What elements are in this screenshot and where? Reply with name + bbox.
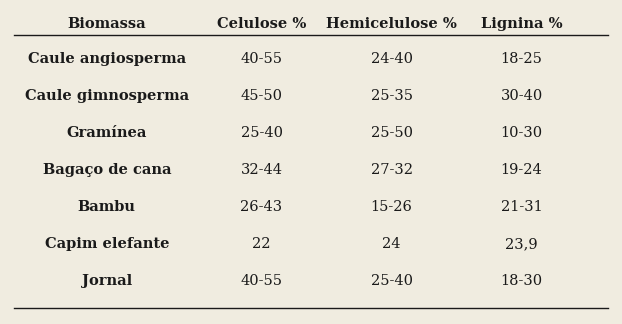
Text: Gramínea: Gramínea (67, 126, 147, 140)
Text: 45-50: 45-50 (241, 89, 282, 103)
Text: 32-44: 32-44 (241, 163, 282, 177)
Text: Bambu: Bambu (78, 200, 136, 214)
Text: 18-25: 18-25 (501, 52, 542, 66)
Text: 26-43: 26-43 (241, 200, 282, 214)
Text: 18-30: 18-30 (501, 274, 542, 288)
Text: 27-32: 27-32 (371, 163, 412, 177)
Text: Jornal: Jornal (81, 274, 132, 288)
Text: Lignina %: Lignina % (481, 17, 562, 31)
Text: 24: 24 (383, 237, 401, 251)
Text: 25-40: 25-40 (371, 274, 412, 288)
Text: 15-26: 15-26 (371, 200, 412, 214)
Text: 25-35: 25-35 (371, 89, 412, 103)
Text: 40-55: 40-55 (241, 274, 282, 288)
Text: 23,9: 23,9 (505, 237, 538, 251)
Text: 22: 22 (253, 237, 271, 251)
Text: Bagaço de cana: Bagaço de cana (42, 163, 171, 177)
Text: 25-40: 25-40 (241, 126, 282, 140)
Text: 19-24: 19-24 (501, 163, 542, 177)
Text: 30-40: 30-40 (501, 89, 542, 103)
Text: 10-30: 10-30 (501, 126, 542, 140)
Text: Capim elefante: Capim elefante (45, 237, 169, 251)
Text: Celulose %: Celulose % (217, 17, 306, 31)
Text: 21-31: 21-31 (501, 200, 542, 214)
Text: Hemicelulose %: Hemicelulose % (326, 17, 457, 31)
Text: Caule angiosperma: Caule angiosperma (28, 52, 186, 66)
Text: Biomassa: Biomassa (67, 17, 146, 31)
Text: 40-55: 40-55 (241, 52, 282, 66)
Text: Caule gimnosperma: Caule gimnosperma (25, 89, 189, 103)
Text: 24-40: 24-40 (371, 52, 412, 66)
Text: 25-50: 25-50 (371, 126, 412, 140)
